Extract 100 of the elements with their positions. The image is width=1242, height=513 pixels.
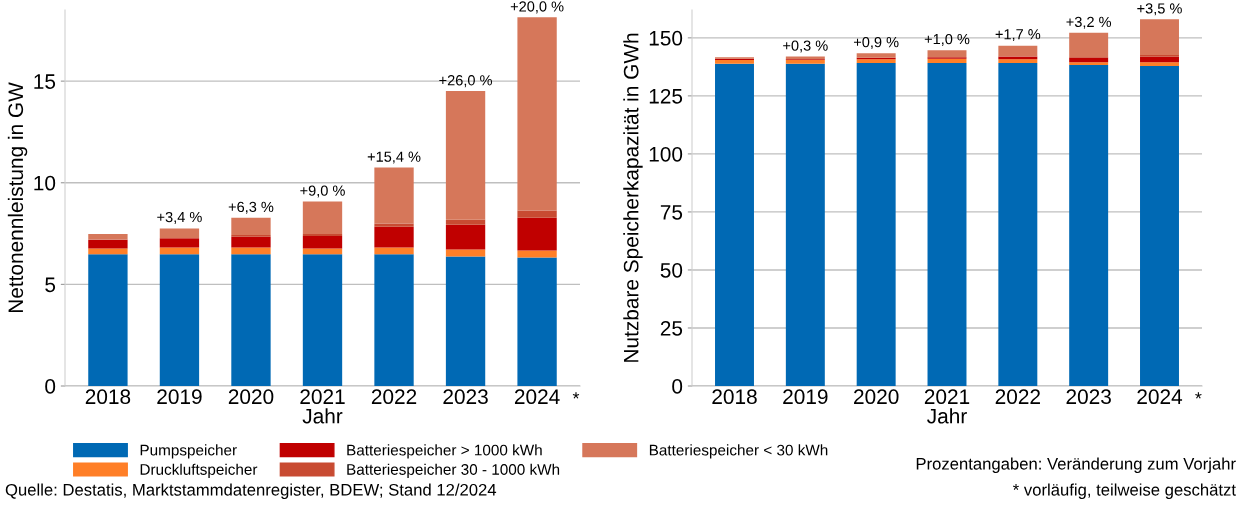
x-tick-label: 2024 (1137, 389, 1183, 405)
text: * (572, 392, 580, 399)
x-tick-label: 2019 (783, 389, 828, 405)
annotation: +26,0 % (439, 75, 492, 88)
annotation: +6,3 % (228, 201, 274, 214)
text: Prozentangaben: Veränderung zum Vorjahr (916, 457, 1236, 473)
y-tick-label: 5 (45, 277, 56, 293)
x-tick-label: 2020 (228, 389, 274, 405)
bar (231, 254, 271, 386)
bar (1140, 19, 1179, 56)
bar (856, 62, 896, 386)
y-tick-label: 0 (672, 379, 683, 394)
bar (231, 247, 271, 255)
bar (1140, 56, 1179, 63)
bar (715, 63, 754, 386)
annotation: +0,3 % (783, 40, 828, 53)
annotation: +3,4 % (157, 211, 202, 224)
bar (785, 63, 825, 386)
annotation: +3,2 % (1066, 16, 1112, 29)
bar (445, 256, 486, 386)
y-tick-label: 10 (34, 175, 56, 191)
bar (231, 217, 271, 235)
x-tick-label: 2018 (85, 389, 131, 405)
annotation: +9,0 % (300, 185, 345, 198)
y-axis-title: Nettonennleistung in GW (7, 82, 28, 313)
y-tick-label: 100 (649, 146, 683, 162)
bar (856, 53, 896, 58)
x-tick-label: 2022 (371, 389, 417, 405)
annotation: +3,5 % (1137, 3, 1182, 16)
x-tick-label: 2020 (854, 389, 899, 405)
bar (998, 45, 1038, 57)
bar (88, 233, 128, 240)
annotation: +20,0 % (510, 1, 564, 14)
bar (374, 223, 414, 227)
bar (159, 254, 200, 386)
bar (302, 248, 343, 255)
source-note: Quelle: Destatis, Marktstammdatenregister, BDEW; Stand 12/2024 (5, 483, 497, 499)
x-tick-label: 2023 (443, 389, 488, 405)
bar (1069, 62, 1109, 66)
y-tick-label: 15 (34, 74, 56, 89)
bar (998, 62, 1038, 386)
x-tick-label: 2019 (157, 389, 202, 405)
bar (302, 201, 343, 234)
bar (1069, 57, 1109, 63)
bar (445, 219, 486, 225)
bar (1069, 32, 1109, 58)
x-axis-title: Jahr (302, 408, 343, 424)
bar (517, 250, 557, 258)
bar (159, 228, 200, 239)
x-tick-label: 2021 (924, 389, 970, 405)
bar (715, 59, 754, 64)
y-tick-label: 50 (660, 262, 683, 278)
bar (1140, 62, 1179, 66)
bar (927, 58, 967, 63)
y-axis-title: Nutzbare Speicherkapazität in GWh (623, 33, 643, 362)
bar (374, 167, 414, 224)
bar (302, 236, 343, 249)
bar (445, 91, 486, 220)
bar (374, 254, 414, 386)
bar (517, 210, 557, 218)
bar (927, 62, 967, 386)
legend-label: Batteriespeicher > 1000 kWh (347, 444, 542, 459)
bar (1140, 65, 1179, 386)
bar (785, 59, 825, 64)
text: * (1195, 392, 1202, 399)
bar (374, 247, 414, 255)
x-tick-label: 2021 (300, 389, 345, 405)
legend-label: Batteriespeicher 30 - 1000 kWh (347, 463, 560, 478)
bar (302, 254, 343, 386)
bar (159, 238, 200, 248)
bar (517, 257, 557, 386)
annotation: +15,4 % (367, 151, 421, 164)
annotation: +0,9 % (853, 36, 899, 49)
legend-label: Druckluftspeicher (140, 463, 258, 478)
bar (159, 247, 200, 255)
legend-label: Pumpspeicher (140, 444, 237, 459)
bar (88, 248, 128, 255)
bar (374, 226, 414, 248)
bar (927, 50, 967, 58)
bar (302, 233, 343, 237)
bar (88, 254, 128, 386)
annotation: +1,7 % (995, 29, 1041, 42)
bar (88, 239, 128, 249)
bar (231, 236, 271, 248)
x-axis-title: Jahr (927, 408, 967, 424)
bar (517, 217, 557, 251)
legend-label: Batteriespeicher < 30 kWh (649, 444, 828, 459)
bar (445, 224, 486, 250)
x-tick-label: 2018 (712, 389, 757, 405)
bar (517, 17, 557, 211)
y-tick-label: 25 (660, 320, 683, 336)
bar (445, 249, 486, 257)
bar (1069, 65, 1109, 386)
y-tick-label: 0 (45, 379, 56, 394)
x-tick-label: 2023 (1066, 389, 1111, 405)
x-tick-label: 2024 (514, 389, 560, 405)
y-tick-label: 75 (660, 205, 683, 220)
x-tick-label: 2022 (995, 389, 1040, 405)
annotation: +1,0 % (924, 33, 970, 46)
y-tick-label: 150 (649, 30, 683, 46)
